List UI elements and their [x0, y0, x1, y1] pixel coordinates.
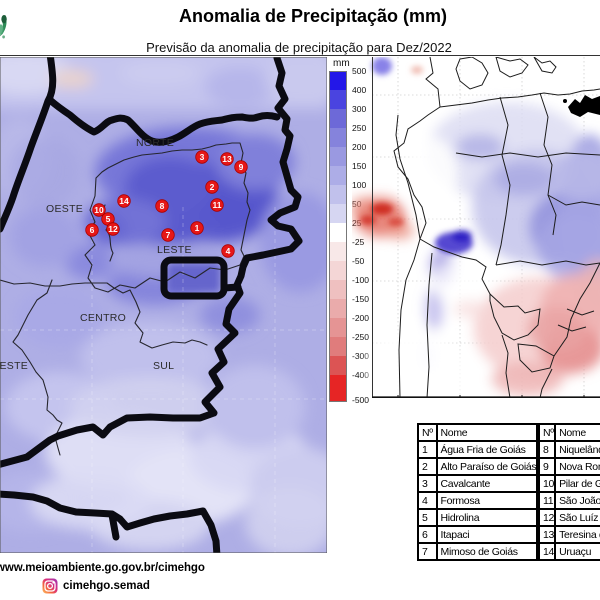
svg-text:9: 9: [239, 162, 244, 172]
svg-text:OESTE: OESTE: [0, 360, 28, 372]
svg-text:14: 14: [119, 196, 129, 206]
svg-text:10: 10: [94, 205, 104, 215]
svg-text:1: 1: [195, 223, 200, 233]
svg-text:8: 8: [160, 201, 165, 211]
svg-text:CENTRO: CENTRO: [80, 312, 126, 324]
svg-text:SUL: SUL: [153, 360, 174, 372]
svg-text:3: 3: [200, 152, 205, 162]
svg-text:7: 7: [166, 230, 171, 240]
svg-text:6: 6: [90, 225, 95, 235]
svg-text:LESTE: LESTE: [157, 244, 192, 256]
svg-text:12: 12: [108, 224, 118, 234]
svg-text:5: 5: [106, 214, 111, 224]
svg-text:13: 13: [222, 154, 232, 164]
svg-text:OESTE: OESTE: [46, 203, 83, 215]
svg-text:11: 11: [213, 200, 222, 210]
svg-text:NORTE: NORTE: [136, 137, 174, 149]
svg-text:4: 4: [226, 246, 231, 256]
svg-text:2: 2: [210, 182, 215, 192]
